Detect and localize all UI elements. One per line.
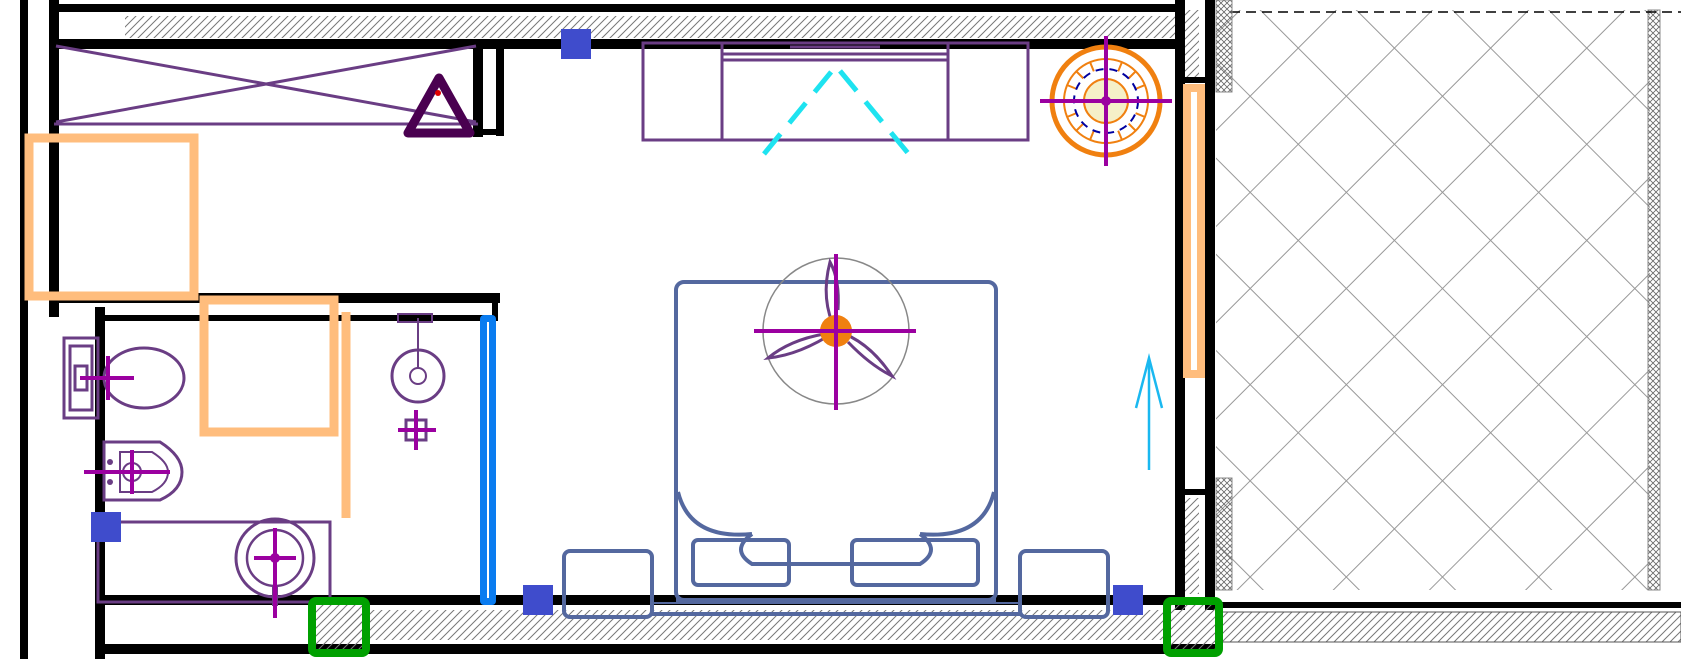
- floor-lamp-icon: [1040, 36, 1172, 166]
- door-hall: [24, 133, 199, 301]
- shower-head-icon: [390, 313, 446, 450]
- terrace-floor: [1215, 9, 1681, 643]
- structural-column-icon: [308, 597, 1223, 657]
- toilet-icon: [80, 346, 186, 410]
- bidet-icon: [84, 440, 184, 502]
- nightstand-icon: [562, 549, 1110, 619]
- vanity-counter: [96, 520, 332, 604]
- shower-tray-icon: [54, 44, 478, 126]
- direction-arrow-icon: [1134, 353, 1164, 470]
- window: [480, 315, 496, 605]
- sofa-icon: [641, 41, 1030, 142]
- doors: [24, 84, 1205, 518]
- ceiling-fan-icon: [754, 254, 916, 410]
- triangle-symbol-icon: [403, 73, 475, 138]
- tv-view-angle: [762, 62, 914, 160]
- door-balcony: [1183, 84, 1205, 378]
- sink-basin-icon: [234, 517, 316, 618]
- door-bathroom: [199, 295, 339, 437]
- electrical-marker-icon: [91, 29, 1143, 615]
